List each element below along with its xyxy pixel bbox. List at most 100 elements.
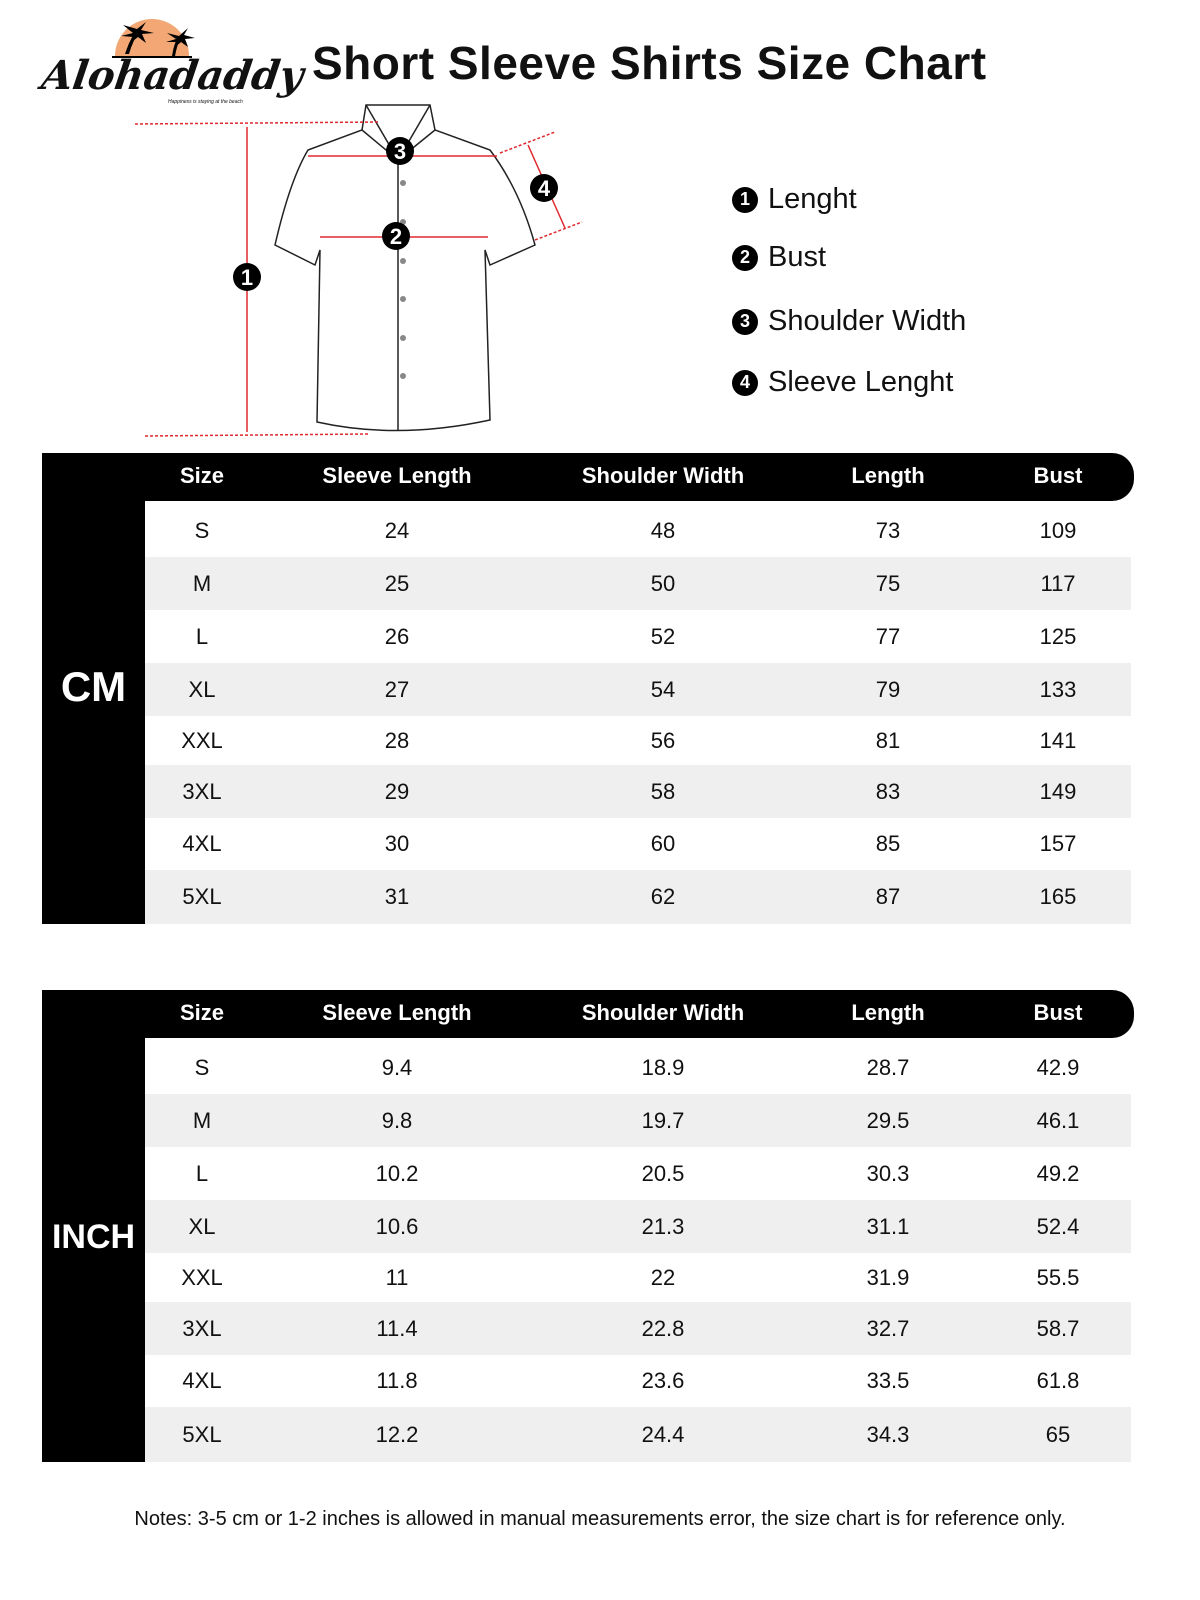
table-header [42, 990, 1134, 1038]
table-cell: 5XL [182, 884, 222, 909]
table-row: 5XL 12.2 24.4 34.3 65 [145, 1407, 1131, 1462]
table-cell: 19.7 [641, 1107, 685, 1133]
table-cell: 21.3 [641, 1213, 685, 1239]
table-cell: XL [188, 676, 216, 702]
table-row: 4XL 11.8 23.6 33.5 61.8 [145, 1355, 1131, 1407]
legend-label: Lenght [768, 183, 857, 215]
table-cell: 4XL [182, 831, 222, 856]
table-row: 3XL 29 58 83 149 [145, 765, 1131, 818]
table-cell: 29.5 [866, 1107, 910, 1133]
shirt-diagram: 1 2 3 4 [134, 104, 583, 437]
marker-4: 4 [538, 176, 551, 201]
table-cell: 32.7 [866, 1315, 910, 1341]
table-cell: 26 [384, 623, 410, 649]
table-cell: 18.9 [641, 1055, 685, 1080]
table-cell: 4XL [182, 1368, 222, 1393]
table-cell: 149 [1039, 778, 1077, 804]
table-cell: 60 [650, 831, 676, 856]
unit-column [42, 453, 145, 924]
column-header: Length [851, 463, 925, 488]
table-cell: 117 [1040, 570, 1076, 596]
table-cell: 22.8 [641, 1315, 685, 1341]
table-cell: 50 [650, 570, 676, 596]
table-cell: 54 [650, 676, 676, 702]
marker-3: 3 [394, 139, 406, 164]
table-cell: XXL [181, 1264, 223, 1290]
table-cell: 62 [650, 884, 676, 909]
table-cell: 24.4 [641, 1421, 685, 1447]
table-cell: 10.2 [375, 1160, 419, 1186]
table-cell: 22 [650, 1264, 676, 1290]
table-cell: 20.5 [641, 1160, 685, 1186]
unit-label: CM [60, 663, 127, 710]
legend-label: Shoulder Width [768, 305, 967, 337]
marker-2: 2 [390, 224, 402, 249]
table-cell: 3XL [182, 778, 222, 804]
table-row: M 25 50 75 117 [145, 557, 1131, 610]
table-row: 3XL 11.4 22.8 32.7 58.7 [145, 1302, 1131, 1355]
table-row: 4XL 30 60 85 157 [145, 818, 1131, 870]
table-row: XXL 28 56 81 141 [145, 716, 1131, 765]
table-row: XL 10.6 21.3 31.1 52.4 [145, 1200, 1131, 1253]
column-header: Sleeve Length [322, 1000, 472, 1025]
legend-item-length: 1 Lenght [732, 183, 857, 216]
column-header: Length [851, 1000, 925, 1025]
table-cell: 28.7 [866, 1055, 910, 1080]
table-cell: 75 [875, 570, 901, 596]
legend-item-sleeve: 4 Sleeve Lenght [732, 366, 953, 399]
table-cell: 133 [1039, 676, 1077, 702]
legend-num: 2 [732, 244, 758, 271]
column-header: Sleeve Length [322, 463, 472, 488]
table-cell: 79 [875, 676, 901, 702]
table-cell: 48 [650, 518, 676, 543]
table-cell: 61.8 [1036, 1368, 1080, 1393]
inch-size-table: INCH Size Sleeve Length Shoulder Width Lengt… [42, 990, 1134, 1462]
column-header: Shoulder Width [581, 463, 745, 488]
table-cell: S [194, 1055, 210, 1080]
table-cell: 81 [875, 727, 901, 753]
table-cell: 42.9 [1036, 1055, 1080, 1080]
unit-label: INCH [51, 1218, 136, 1256]
legend-num: 1 [732, 186, 758, 213]
table-cell: 125 [1039, 623, 1077, 649]
table-cell: 5XL [182, 1421, 222, 1447]
table-cell: 11.4 [376, 1315, 418, 1341]
table-cell: M [192, 570, 212, 596]
table-row: S 9.4 18.9 28.7 42.9 [145, 1042, 1131, 1094]
table-cell: 23.6 [641, 1368, 685, 1393]
table-cell: 141 [1039, 727, 1077, 753]
table-cell: 58 [650, 778, 676, 804]
table-cell: 165 [1039, 884, 1077, 909]
table-cell: 30 [384, 831, 410, 856]
table-cell: 52.4 [1036, 1213, 1080, 1239]
table-cell: 9.8 [381, 1107, 413, 1133]
legend-label: Sleeve Lenght [768, 366, 954, 398]
legend-num: 4 [732, 369, 758, 396]
cm-size-table: CM Size Sleeve Length Shoulder Width Length B… [42, 453, 1134, 924]
legend-item-shoulder: 3 Shoulder Width [732, 305, 966, 338]
table-cell: 46.1 [1036, 1107, 1080, 1133]
table-cell: XL [188, 1213, 216, 1239]
table-cell: 11 [385, 1264, 409, 1290]
notes: Notes: 3-5 cm or 1-2 inches is allowed i… [134, 1508, 1066, 1530]
table-row: S 24 48 73 109 [145, 505, 1131, 557]
table-cell: 56 [650, 727, 676, 753]
table-cell: 85 [875, 831, 901, 856]
table-row: M 9.8 19.7 29.5 46.1 [145, 1094, 1131, 1147]
table-cell: 31 [384, 884, 410, 909]
legend-num: 3 [732, 308, 758, 335]
table-row: L 26 52 77 125 [145, 610, 1131, 663]
table-cell: 31.9 [866, 1264, 910, 1290]
table-cell: 87 [875, 884, 901, 909]
column-header: Size [179, 463, 225, 488]
table-cell: 157 [1039, 831, 1077, 856]
table-header [42, 453, 1134, 501]
table-cell: 25 [384, 570, 410, 596]
column-header: Shoulder Width [581, 1000, 745, 1025]
table-cell: 11.8 [376, 1368, 418, 1393]
table-cell: 77 [875, 623, 901, 649]
table-cell: 24 [384, 518, 410, 543]
page-title: Short Sleeve Shirts Size Chart [312, 37, 987, 89]
column-header: Bust [1033, 1000, 1083, 1025]
legend-item-bust: 2 Bust [732, 241, 826, 274]
